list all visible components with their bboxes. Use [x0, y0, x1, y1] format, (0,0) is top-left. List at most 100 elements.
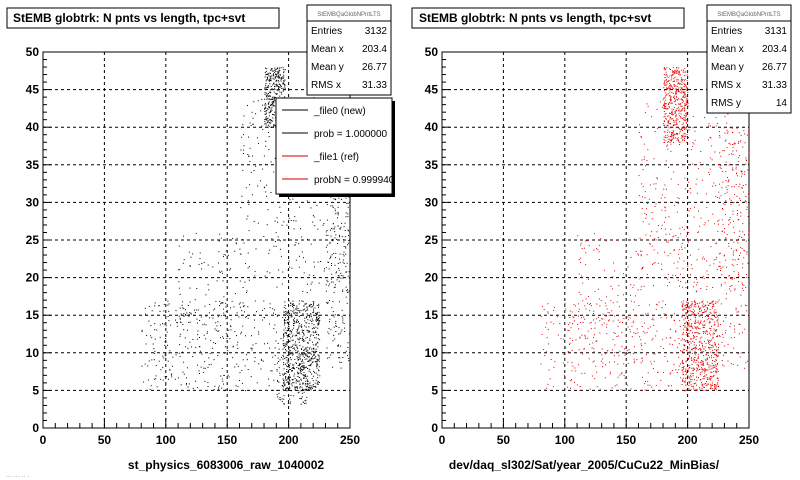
data-point [250, 171, 252, 173]
data-point [220, 237, 222, 239]
data-point [668, 135, 670, 137]
data-point [596, 303, 598, 305]
data-point [673, 364, 675, 366]
data-point [293, 325, 294, 326]
data-point [319, 319, 321, 321]
data-point [613, 332, 615, 334]
data-point [671, 385, 672, 387]
data-point [633, 320, 635, 322]
data-point [681, 81, 683, 83]
data-point [266, 119, 268, 121]
data-point [681, 123, 683, 125]
data-point [182, 324, 184, 325]
data-point [309, 331, 310, 333]
data-point [691, 352, 693, 354]
data-point [716, 336, 718, 337]
data-point [193, 309, 195, 311]
data-point [572, 365, 574, 367]
data-point [268, 385, 270, 387]
data-point [280, 79, 282, 81]
data-point [171, 376, 173, 378]
data-point [719, 265, 721, 267]
data-point [260, 180, 261, 182]
data-point [237, 341, 239, 343]
data-point [251, 349, 253, 351]
data-point [667, 104, 669, 105]
data-point [744, 133, 746, 135]
data-point [272, 98, 274, 100]
data-point [605, 353, 607, 355]
data-point [293, 368, 294, 369]
data-point [701, 343, 703, 345]
data-point [278, 89, 280, 91]
data-point [309, 359, 311, 361]
data-point [313, 303, 314, 305]
data-point [268, 101, 270, 103]
data-point [671, 370, 673, 371]
data-point [148, 320, 150, 322]
data-point [328, 285, 330, 287]
x-tick-label: 150 [217, 433, 237, 447]
data-point [728, 245, 730, 247]
data-point [712, 319, 714, 321]
data-point [303, 362, 305, 364]
data-point [688, 307, 690, 309]
data-point [165, 384, 167, 386]
data-point [291, 332, 293, 334]
data-point [233, 306, 235, 308]
data-point [297, 364, 299, 366]
data-point [196, 364, 198, 366]
data-point [682, 267, 684, 269]
data-point [740, 352, 742, 354]
data-point [742, 332, 743, 334]
data-point [288, 336, 290, 337]
data-point [696, 178, 698, 180]
data-point [664, 121, 665, 122]
data-point [193, 314, 195, 316]
data-point [694, 322, 696, 324]
data-point [675, 122, 677, 124]
data-point [243, 305, 245, 307]
data-point [706, 374, 707, 376]
data-point [717, 355, 719, 357]
data-point [687, 265, 689, 267]
data-point [682, 71, 684, 73]
data-point [732, 202, 734, 204]
data-point [266, 95, 268, 97]
data-point [317, 383, 319, 385]
data-point [744, 173, 746, 175]
y-tick-label: 25 [26, 233, 40, 247]
data-point [347, 342, 349, 344]
data-point [577, 303, 579, 305]
data-point [608, 314, 610, 316]
data-point [721, 231, 723, 233]
data-point [731, 285, 733, 286]
data-point [333, 198, 335, 200]
data-point [703, 351, 705, 353]
data-point [278, 86, 280, 88]
data-point [285, 377, 287, 379]
data-point [716, 356, 718, 358]
data-point [299, 323, 301, 325]
data-point [666, 67, 668, 69]
data-point [686, 103, 688, 105]
data-point [270, 108, 272, 110]
data-point [291, 385, 293, 387]
data-point [585, 308, 587, 310]
data-point [271, 68, 273, 69]
data-point [612, 302, 614, 304]
data-point [300, 370, 302, 372]
data-point [695, 291, 697, 293]
data-point [669, 141, 671, 143]
data-point [285, 310, 287, 312]
data-point [630, 284, 632, 286]
data-point [739, 230, 741, 232]
data-point [671, 112, 673, 114]
data-point [664, 221, 666, 223]
data-point [711, 376, 713, 378]
data-point [664, 210, 666, 212]
data-point [298, 326, 300, 328]
data-point [695, 348, 697, 350]
data-point [327, 281, 329, 282]
data-point [641, 349, 643, 351]
